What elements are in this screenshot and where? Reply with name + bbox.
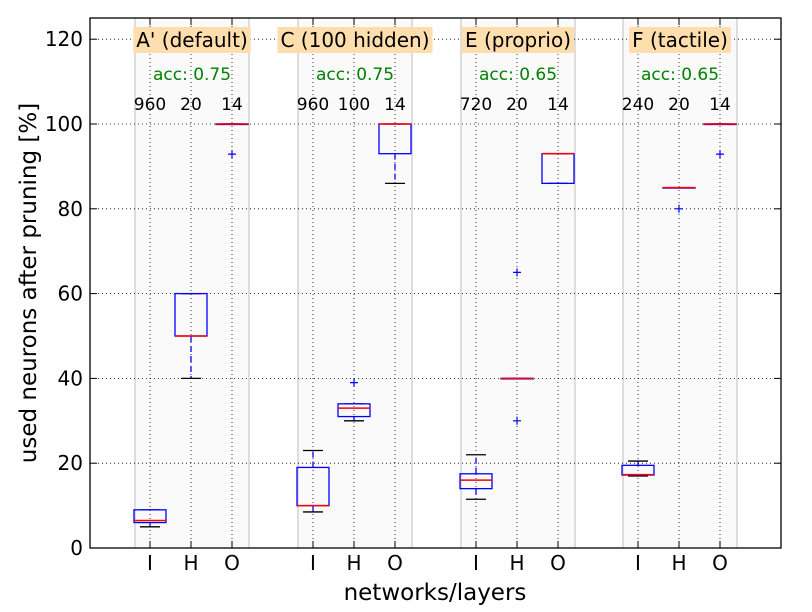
- x-tick-label: I: [473, 551, 479, 575]
- neuron-count-label: 14: [384, 95, 406, 115]
- x-tick-label: I: [147, 551, 153, 575]
- accuracy-label: acc: 0.65: [641, 65, 719, 85]
- neuron-count-label: 240: [622, 95, 654, 115]
- neuron-count-label: 960: [297, 95, 329, 115]
- group-band: [623, 18, 737, 548]
- group-title-background: [629, 27, 731, 53]
- neuron-count-label: 20: [668, 95, 690, 115]
- x-tick-label: I: [310, 551, 316, 575]
- y-axis-label: used neurons after pruning [%]: [16, 103, 42, 463]
- group-title-background: [277, 27, 433, 53]
- group-title-background: [461, 27, 575, 53]
- neuron-count-label: 14: [547, 95, 569, 115]
- outlier-point: [228, 150, 236, 159]
- y-tick-label: 80: [58, 197, 83, 221]
- x-axis-label: networks/layers: [344, 580, 527, 606]
- x-tick-label: I: [635, 551, 641, 575]
- x-tick-label: H: [346, 551, 361, 575]
- y-tick-label: 60: [58, 282, 83, 306]
- y-tick-label: 0: [70, 536, 83, 560]
- group-title: C (100 hidden): [280, 28, 429, 52]
- outlier-point: [350, 378, 358, 387]
- x-tick-label: O: [550, 551, 566, 575]
- box: [337, 403, 371, 418]
- box: [459, 473, 493, 490]
- box: [133, 509, 167, 524]
- x-tick-label: H: [671, 551, 686, 575]
- accuracy-label: acc: 0.75: [316, 65, 394, 85]
- neuron-count-label: 14: [221, 95, 243, 115]
- outlier-point: [513, 416, 521, 425]
- group-title-background: [133, 27, 251, 53]
- neuron-count-label: 100: [338, 95, 370, 115]
- x-tick-label: O: [224, 551, 240, 575]
- neuron-count-label: 20: [506, 95, 528, 115]
- group-band: [298, 18, 412, 548]
- x-tick-label: H: [509, 551, 524, 575]
- x-tick-label: O: [712, 551, 728, 575]
- outlier-point: [675, 204, 683, 213]
- y-tick-label: 100: [45, 112, 83, 136]
- accuracy-label: acc: 0.75: [153, 65, 231, 85]
- x-tick-label: H: [183, 551, 198, 575]
- neuron-count-label: 720: [460, 95, 492, 115]
- group-title: E (proprio): [465, 28, 571, 52]
- outlier-point: [716, 150, 724, 159]
- plot-frame: [89, 17, 782, 549]
- outlier-point: [513, 268, 521, 277]
- y-tick-label: 20: [58, 451, 83, 475]
- accuracy-label: acc: 0.65: [479, 65, 557, 85]
- group-band: [135, 18, 249, 548]
- group-band: [461, 18, 575, 548]
- group-title: A' (default): [136, 28, 248, 52]
- x-tick-label: O: [387, 551, 403, 575]
- group-title: F (tactile): [632, 28, 728, 52]
- neuron-count-label: 960: [134, 95, 166, 115]
- y-tick-label: 40: [58, 366, 83, 390]
- y-tick-label: 120: [45, 27, 83, 51]
- neuron-count-label: 14: [709, 95, 731, 115]
- neuron-count-label: 20: [180, 95, 202, 115]
